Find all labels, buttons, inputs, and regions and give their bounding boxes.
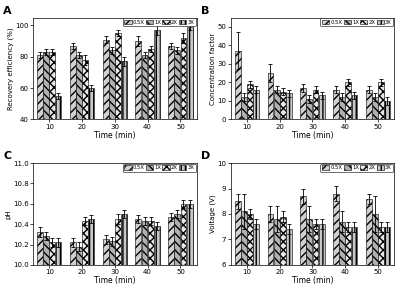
Bar xyxy=(180,204,186,291)
Legend: 0.5X, 1X, 2X, 3X: 0.5X, 1X, 2X, 3X xyxy=(320,164,394,172)
Bar xyxy=(306,99,312,119)
Text: A: A xyxy=(3,6,12,15)
X-axis label: Time (min): Time (min) xyxy=(94,131,136,140)
Bar xyxy=(50,242,55,291)
Bar xyxy=(372,214,378,291)
Text: D: D xyxy=(201,151,210,161)
Bar xyxy=(82,221,88,291)
Bar xyxy=(88,219,94,291)
Bar xyxy=(300,196,306,291)
Bar xyxy=(268,73,273,119)
Bar xyxy=(174,50,180,182)
Bar xyxy=(235,201,240,291)
Bar xyxy=(103,239,108,291)
Bar xyxy=(274,219,280,291)
Bar xyxy=(115,33,121,182)
Bar xyxy=(168,217,174,291)
Bar xyxy=(346,82,351,119)
Bar xyxy=(37,232,43,291)
Bar xyxy=(366,199,372,291)
Bar xyxy=(366,90,372,119)
Bar xyxy=(286,93,292,119)
Legend: 0.5X, 1X, 2X, 3X: 0.5X, 1X, 2X, 3X xyxy=(123,164,196,172)
Bar xyxy=(142,55,148,182)
Bar xyxy=(37,55,43,182)
Bar xyxy=(103,40,108,182)
Bar xyxy=(247,84,253,119)
Bar xyxy=(43,236,49,291)
Bar xyxy=(235,51,240,119)
Bar xyxy=(241,212,247,291)
Bar xyxy=(378,82,384,119)
Y-axis label: Voltage (V): Voltage (V) xyxy=(210,195,216,233)
Bar xyxy=(50,52,55,182)
Bar xyxy=(180,38,186,182)
Bar xyxy=(352,95,358,119)
Bar xyxy=(384,101,390,119)
Bar xyxy=(187,27,192,182)
Y-axis label: Recovery efficiency (%): Recovery efficiency (%) xyxy=(7,27,14,110)
Text: C: C xyxy=(3,151,12,161)
Bar xyxy=(174,214,180,291)
Y-axis label: pH: pH xyxy=(6,209,12,219)
Bar xyxy=(313,90,318,119)
Bar xyxy=(280,92,286,119)
Bar xyxy=(70,242,76,291)
Bar xyxy=(168,46,174,182)
Bar xyxy=(187,204,192,291)
Bar xyxy=(319,95,325,119)
Bar xyxy=(280,217,286,291)
Bar xyxy=(306,219,312,291)
Bar xyxy=(241,97,247,119)
Bar xyxy=(253,224,259,291)
Y-axis label: Concentration factor: Concentration factor xyxy=(210,32,216,105)
Bar xyxy=(43,52,49,182)
Bar xyxy=(339,222,345,291)
Bar xyxy=(333,90,339,119)
Bar xyxy=(346,227,351,291)
Bar xyxy=(333,194,339,291)
Bar xyxy=(56,242,61,291)
Bar xyxy=(136,219,141,291)
Bar xyxy=(384,227,390,291)
Bar xyxy=(148,49,154,182)
Bar xyxy=(378,227,384,291)
Bar xyxy=(142,221,148,291)
Bar xyxy=(82,60,88,182)
Bar xyxy=(76,246,82,291)
Bar xyxy=(136,41,141,182)
Bar xyxy=(253,90,259,119)
Bar xyxy=(154,30,160,182)
Bar xyxy=(300,88,306,119)
Bar xyxy=(247,214,253,291)
Bar xyxy=(352,227,358,291)
Bar xyxy=(76,55,82,182)
Bar xyxy=(109,242,115,291)
Bar xyxy=(121,61,127,182)
Text: B: B xyxy=(201,6,209,15)
Bar xyxy=(121,214,127,291)
Bar xyxy=(115,219,121,291)
Bar xyxy=(268,214,273,291)
Bar xyxy=(70,46,76,182)
Bar xyxy=(154,226,160,291)
Bar xyxy=(372,97,378,119)
Legend: 0.5X, 1X, 2X, 3X: 0.5X, 1X, 2X, 3X xyxy=(320,18,394,26)
Bar xyxy=(56,96,61,182)
X-axis label: Time (min): Time (min) xyxy=(292,131,333,140)
Bar xyxy=(286,229,292,291)
Bar xyxy=(313,224,318,291)
X-axis label: Time (min): Time (min) xyxy=(94,276,136,285)
X-axis label: Time (min): Time (min) xyxy=(292,276,333,285)
Legend: 0.5X, 1X, 2X, 3X: 0.5X, 1X, 2X, 3X xyxy=(123,18,196,26)
Bar xyxy=(88,88,94,182)
Bar xyxy=(319,224,325,291)
Bar xyxy=(339,97,345,119)
Bar xyxy=(274,90,280,119)
Bar xyxy=(148,221,154,291)
Bar xyxy=(109,50,115,182)
